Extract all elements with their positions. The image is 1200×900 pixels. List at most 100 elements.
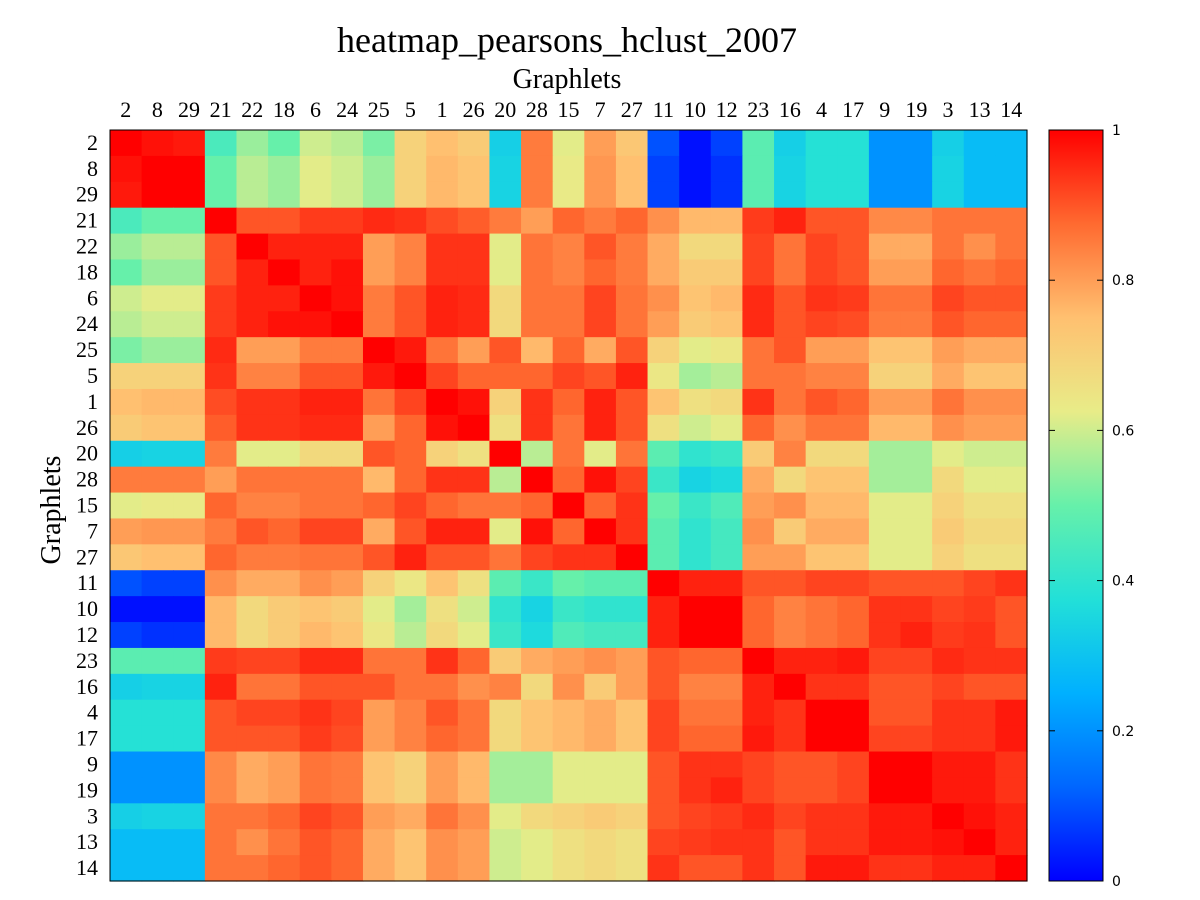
heatmap-cell [868,647,902,675]
heatmap-cell [774,544,807,571]
heatmap-cell [394,855,427,882]
heatmap-cell [268,207,301,235]
heatmap-cell [742,207,775,235]
heatmap-cell [110,725,143,753]
heatmap-cell [837,414,870,442]
heatmap-cell [521,363,554,390]
heatmap-cell [774,518,807,545]
heatmap-cell [710,570,744,597]
heatmap-cell [362,414,396,442]
y-tick-label: 12 [76,622,98,647]
heatmap-cell [521,622,554,649]
heatmap-cell [584,699,617,727]
heatmap-cell [995,233,1028,261]
heatmap-cell [173,466,206,494]
heatmap-cell [774,622,807,649]
heatmap-cell [299,388,332,416]
heatmap-cell [521,285,554,312]
heatmap-cell [204,777,238,804]
heatmap-cell [774,647,807,675]
heatmap-cell [236,337,269,364]
heatmap-cell [900,544,933,571]
heatmap-cell [236,181,269,209]
heatmap-cell [584,673,617,701]
heatmap-cell [110,855,143,882]
heatmap-cell [457,673,491,701]
heatmap-cell [268,699,301,727]
heatmap-cell [552,492,585,520]
heatmap-cell [552,440,585,468]
heatmap-cell [552,855,585,882]
y-tick-label: 7 [87,518,98,543]
heatmap-cell [679,725,712,753]
heatmap-cell [995,207,1028,235]
heatmap-cell [963,777,996,804]
heatmap-cell [584,440,617,468]
heatmap-cell [268,363,301,390]
heatmap-cell [932,440,965,468]
heatmap-cell [141,130,174,157]
heatmap-cell [299,518,332,545]
plot-frame [109,129,1028,882]
heatmap-cell [457,440,491,468]
heatmap-cell [457,233,491,261]
heatmap-cell [932,130,965,157]
heatmap-cell [615,440,649,468]
heatmap-cell [584,725,617,753]
heatmap-cell [204,829,238,856]
heatmap-cell [489,466,522,494]
heatmap-cell [489,596,522,623]
heatmap-cell [647,803,680,830]
heatmap-cell [204,466,238,494]
heatmap-cell [868,803,902,830]
heatmap-cell [615,363,649,390]
heatmap-cell [299,492,332,520]
heatmap-cell [963,363,996,390]
heatmap-cell [489,311,522,338]
heatmap-cell [900,363,933,390]
heatmap-cell [268,285,301,312]
heatmap-cell [362,777,396,804]
heatmap-cell [932,414,965,442]
heatmap-cell [521,647,554,675]
heatmap-cell [647,414,680,442]
heatmap-cell [552,414,585,442]
heatmap-cell [173,699,206,727]
heatmap-cell [995,414,1028,442]
heatmap-cell [521,751,554,779]
heatmap-cell [299,233,332,261]
heatmap-cell [141,803,174,830]
heatmap-cell [900,388,933,416]
y-tick-label: 6 [87,285,98,310]
heatmap-cell [742,466,775,494]
heatmap-cell [268,311,301,338]
heatmap-cell [299,466,332,494]
heatmap-cell [679,570,712,597]
heatmap-cell [837,544,870,571]
heatmap-cell [141,570,174,597]
heatmap-cell [742,233,775,261]
heatmap-cell [679,207,712,235]
heatmap-cell [552,181,585,209]
heatmap-cell [774,285,807,312]
heatmap-cell [615,337,649,364]
heatmap-cell [710,699,744,727]
heatmap-cell [932,518,965,545]
heatmap-cell [710,207,744,235]
heatmap-cell [426,492,459,520]
heatmap-cell [615,155,649,183]
heatmap-cell [584,233,617,261]
heatmap-cell [995,596,1028,623]
heatmap-cell [868,855,902,882]
heatmap-cell [584,570,617,597]
heatmap-cell [963,207,996,235]
heatmap-cell [932,466,965,494]
heatmap-cell [331,829,364,856]
y-tick-label: 29 [76,182,98,207]
heatmap-cell [900,311,933,338]
heatmap-cell [900,181,933,209]
heatmap-cell [362,337,396,364]
heatmap-cell [173,518,206,545]
x-tick-label: 17 [842,97,864,122]
heatmap-cell [268,388,301,416]
